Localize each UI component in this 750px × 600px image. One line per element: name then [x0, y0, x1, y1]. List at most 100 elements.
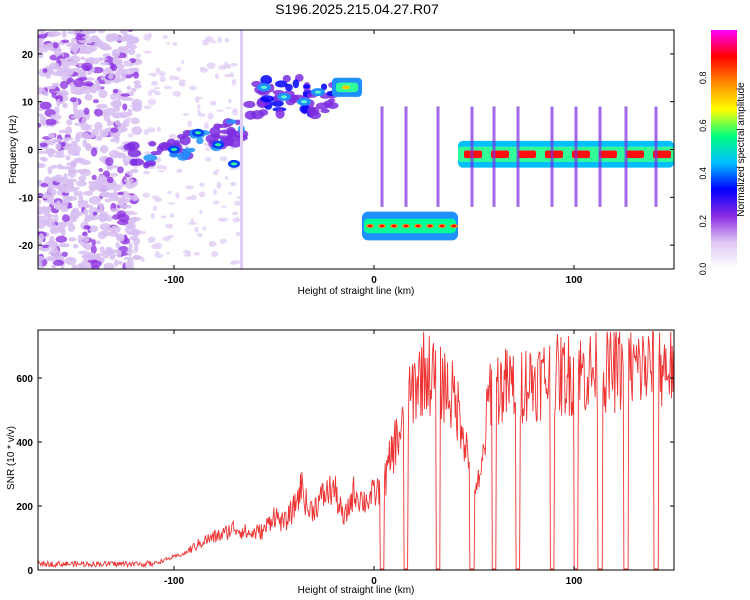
noise-blob — [207, 112, 214, 120]
noise-blob — [44, 210, 50, 216]
noise-blob — [110, 138, 116, 143]
noise-blob — [70, 67, 82, 73]
noise-blob — [197, 96, 204, 99]
noise-blob — [89, 45, 98, 52]
spike — [380, 106, 384, 207]
signal-peak — [315, 90, 321, 94]
noise-blob — [100, 211, 109, 218]
noise-blob — [94, 121, 103, 131]
noise-blob — [210, 40, 217, 44]
noise-blob — [182, 113, 190, 116]
noise-blob — [45, 118, 57, 126]
noise-blob — [175, 192, 180, 199]
noise-blob — [202, 226, 207, 231]
noise-blob — [108, 73, 114, 80]
y-axis-label: Frequency (Hz) — [8, 115, 19, 184]
noise-blob — [206, 62, 216, 70]
noise-blob — [97, 30, 105, 34]
signal-peak — [195, 131, 201, 135]
noise-blob — [65, 182, 74, 187]
noise-blob — [187, 120, 192, 128]
signal-peak — [404, 224, 408, 228]
noise-blob — [134, 84, 142, 89]
signal-peak — [261, 85, 267, 89]
noise-blob — [230, 181, 237, 187]
noise-blob — [205, 147, 211, 151]
noise-blob — [117, 210, 126, 218]
spike — [550, 106, 554, 207]
noise-blob — [104, 198, 112, 203]
noise-blob — [47, 166, 53, 175]
noise-blob — [115, 242, 120, 249]
noise-blob — [130, 87, 137, 93]
signal-blob — [271, 99, 284, 107]
noise-blob — [83, 225, 91, 230]
signal-blob — [275, 108, 285, 119]
noise-blob — [38, 44, 50, 53]
noise-blob — [148, 236, 157, 243]
noise-blob — [114, 119, 121, 126]
noise-blob — [199, 210, 203, 215]
noise-blob — [110, 172, 119, 177]
signal-peak — [171, 148, 177, 151]
noise-blob — [78, 195, 84, 203]
noise-blob — [52, 259, 65, 266]
noise-blob — [230, 62, 238, 67]
noise-blob — [124, 34, 135, 41]
signal-blob — [308, 111, 322, 120]
noise-blob — [197, 104, 201, 109]
noise-blob — [99, 61, 110, 66]
noise-blob — [121, 127, 128, 132]
noise-blob — [110, 127, 119, 133]
signal-blob — [260, 95, 275, 103]
noise-blob — [126, 117, 132, 123]
signal-blob — [156, 145, 165, 153]
noise-blob — [213, 189, 217, 195]
signal-blob — [328, 98, 336, 103]
noise-blob — [236, 195, 241, 199]
noise-blob — [61, 251, 68, 257]
noise-blob — [128, 48, 136, 56]
noise-blob — [156, 164, 165, 170]
noise-blob — [38, 265, 45, 269]
signal-peak — [416, 224, 420, 228]
noise-blob — [41, 244, 50, 249]
noise-blob — [143, 170, 150, 175]
signal-blob — [243, 100, 256, 109]
noise-blob — [38, 51, 44, 59]
noise-blob — [232, 218, 241, 223]
noise-blob — [38, 255, 45, 262]
signal-peak — [428, 224, 432, 228]
noise-blob — [47, 133, 56, 139]
noise-blob — [131, 126, 143, 136]
noise-blob — [124, 261, 130, 269]
noise-blob — [112, 88, 119, 94]
noise-blob — [49, 227, 60, 235]
noise-blob — [119, 30, 128, 35]
noise-blob — [88, 225, 99, 233]
signal-peak — [599, 150, 617, 159]
noise-blob — [68, 55, 81, 63]
y-tick-label: 200 — [16, 502, 33, 513]
noise-blob — [63, 173, 68, 179]
noise-blob — [38, 122, 42, 128]
noise-blob — [214, 169, 220, 172]
noise-blob — [232, 108, 238, 113]
noise-blob — [110, 93, 118, 101]
noise-blob — [157, 170, 165, 173]
noise-blob — [38, 87, 46, 93]
noise-blob — [89, 56, 95, 66]
noise-blob — [98, 57, 108, 61]
noise-blob — [129, 235, 138, 241]
noise-blob — [59, 188, 65, 193]
noise-blob — [38, 34, 48, 39]
noise-blob — [98, 89, 108, 99]
noise-blob — [71, 264, 78, 269]
spike — [470, 106, 474, 207]
noise-blob — [45, 206, 50, 211]
noise-blob — [67, 149, 79, 156]
noise-blob — [74, 30, 81, 34]
noise-blob — [46, 223, 58, 228]
noise-blob — [135, 53, 142, 58]
noise-blob — [43, 91, 49, 97]
